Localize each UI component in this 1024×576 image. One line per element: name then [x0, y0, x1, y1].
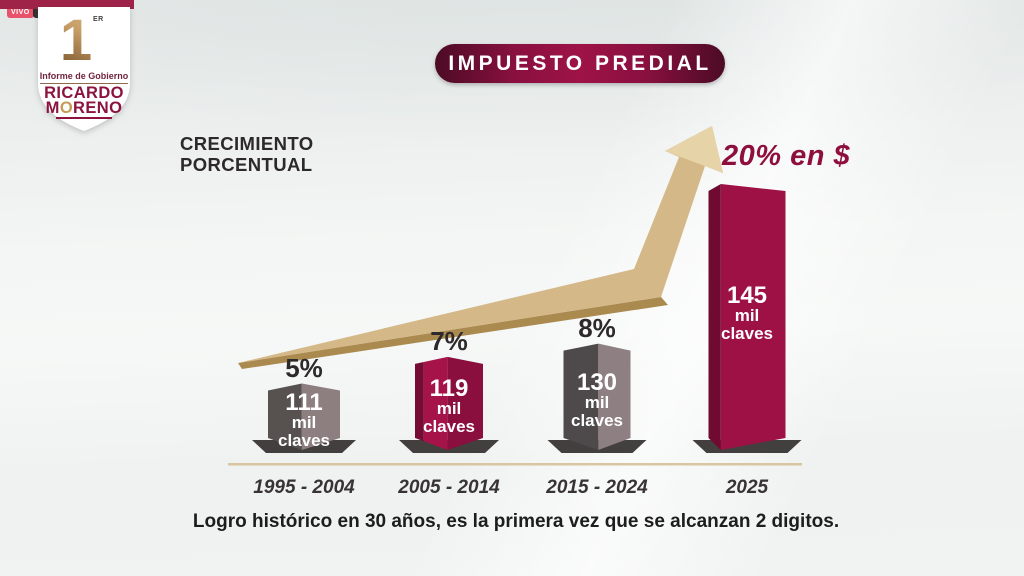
- bar-3-face-1: [563, 343, 599, 450]
- pennant-shield: [38, 7, 130, 131]
- bar-2-face-2: [423, 356, 448, 450]
- bar-4-face-1: [708, 184, 721, 450]
- percent-label-3: 8%: [578, 312, 616, 343]
- category-label-3: 2015 - 2024: [546, 477, 648, 498]
- logo-underline: [56, 117, 112, 119]
- logo-subtitle: Informe de Gobierno: [36, 71, 132, 84]
- logo-numeral: 1: [36, 12, 132, 70]
- percent-label-1: 5%: [285, 352, 323, 383]
- growth-arrow-body: [238, 126, 723, 363]
- gold-o-icon: O: [59, 99, 74, 117]
- annotation-text: Logro histórico en 30 años, es la primer…: [192, 511, 840, 532]
- live-badge-label: VIVO: [11, 8, 30, 16]
- live-badge: VIVO: [7, 6, 34, 18]
- bars-layer: [252, 184, 802, 453]
- logo-name-ricardo: RICARDO: [44, 84, 124, 102]
- logo-pennant: 1 ER Informe de Gobierno RICARDO MORENO: [36, 7, 132, 133]
- bar-1-face-1: [268, 383, 302, 450]
- bar-2-face-3: [447, 356, 483, 450]
- baseline: [228, 463, 802, 466]
- chart-series-label: CRECIMIENTO PORCENTUAL: [180, 133, 314, 175]
- logo-banner-strip: [0, 0, 134, 9]
- bar-value-label-4: 145 mil claves: [721, 282, 773, 343]
- bar-value-label-1: 111 mil claves: [278, 388, 330, 450]
- category-label-2: 2005 - 2014: [398, 477, 500, 498]
- bar-4-face-2: [720, 184, 786, 450]
- category-label-4: 2025: [725, 477, 769, 498]
- logo-name-moreno: MORENO: [45, 99, 123, 117]
- bar-value-label-2: 119 mil claves: [423, 375, 475, 437]
- title-pill: IMPUESTO PREDIAL: [435, 44, 725, 83]
- bar-1-face-2: [301, 383, 340, 450]
- page-title: IMPUESTO PREDIAL: [448, 51, 712, 75]
- bar-3-face-2: [598, 343, 631, 450]
- bar-value-label-3: 130 mil claves: [571, 368, 623, 430]
- bar-2-face-1: [415, 362, 424, 442]
- percent-label-2: 7%: [430, 325, 468, 356]
- category-label-1: 1995 - 2004: [253, 477, 355, 498]
- logo-numeral-suffix: ER: [93, 16, 104, 23]
- growth-arrow-shade: [238, 297, 668, 369]
- growth-arrow-head: [665, 126, 723, 173]
- highlight-label: 20% en $: [722, 140, 851, 172]
